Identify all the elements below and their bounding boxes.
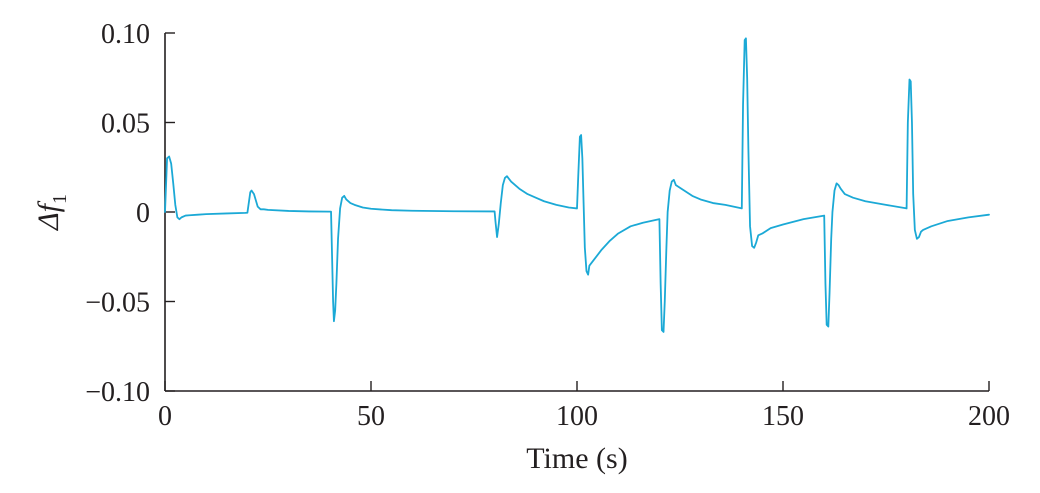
y-axis-title: Δf1 <box>32 194 71 231</box>
x-tick-label: 200 <box>968 401 1010 432</box>
y-ticks: 0.10 0.05 0 −0.05 −0.10 <box>85 19 175 408</box>
y-tick-label: −0.10 <box>85 377 150 408</box>
y-axis-title-main: Δf <box>32 200 65 231</box>
y-tick-label: 0.10 <box>101 19 150 50</box>
x-tick-label: 150 <box>762 401 804 432</box>
x-tick-label: 0 <box>158 401 172 432</box>
x-tick-label: 50 <box>357 401 385 432</box>
axes <box>164 33 989 392</box>
x-tick-label: 100 <box>556 401 598 432</box>
series-line-1 <box>164 37 990 333</box>
x-ticks: 0 50 100 150 200 <box>158 381 1010 432</box>
series-group <box>164 37 990 333</box>
y-tick-label: −0.05 <box>85 288 150 319</box>
y-tick-label: 0 <box>136 198 150 229</box>
x-axis-title: Time (s) <box>526 442 627 475</box>
y-axis-title-sub: 1 <box>49 194 71 204</box>
y-tick-label: 0.05 <box>101 109 150 140</box>
